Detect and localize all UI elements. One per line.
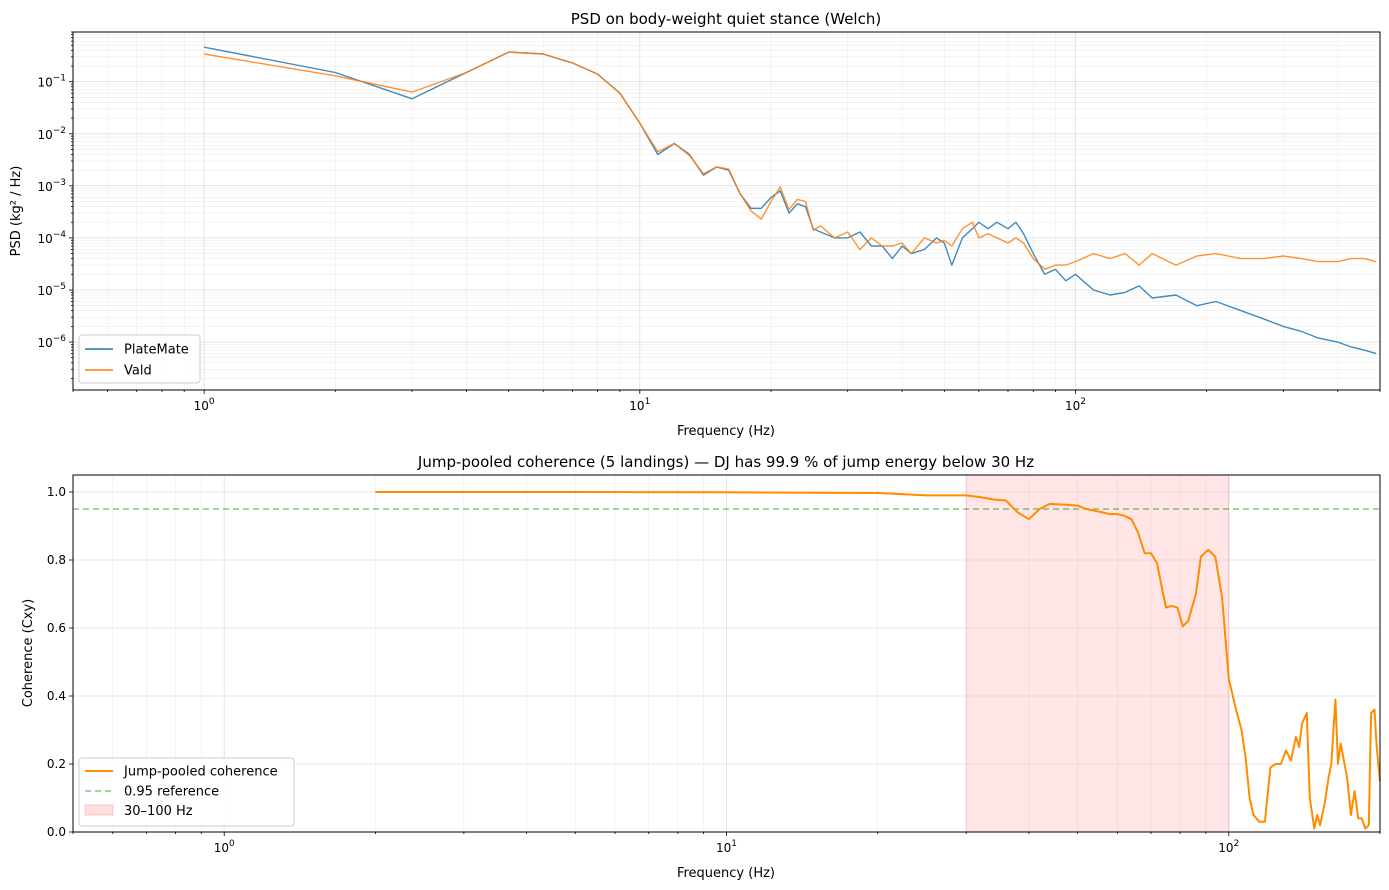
coherence-legend-band-swatch [84,804,114,816]
psd-y-tick-label: 10−6 [37,334,66,350]
coherence-y-tick-label: 0.0 [47,825,66,839]
coherence-legend-series-label: Jump-pooled coherence [123,765,278,780]
coherence-legend-band-label: 30–100 Hz [124,804,193,819]
coherence-series-line [375,491,1381,830]
psd-axes-frame [72,31,1381,391]
coherence-band-rect [966,475,1229,832]
coherence-y-tick-label: 0.8 [47,553,66,567]
psd-series-group [203,46,1377,355]
psd-legend-box [78,334,201,384]
coherence-x-tick-label: 102 [1218,839,1239,855]
psd-x-tick-label: 101 [629,397,650,413]
psd-y-tick-label: 10−1 [37,74,66,90]
coherence-legend-reference-label: 0.95 reference [124,785,219,800]
psd-ticks: 100 101 102 10−6 10−5 10−4 10−3 10−2 10−1 [37,31,1381,413]
psd-y-tick-label: 10−5 [37,282,66,298]
coherence-x-axis-label: Frequency (Hz) [677,866,775,881]
psd-x-axis-label: Frequency (Hz) [677,424,775,439]
coherence-y-tick-label: 0.4 [47,689,66,703]
coherence-panel-title: Jump-pooled coherence (5 landings) — DJ … [417,453,1034,471]
psd-legend-vald-label: Vald [124,364,152,379]
coherence-y-axis-label: Coherence (Cxy) [21,599,36,707]
coherence-ticks: 0.0 0.2 0.4 0.6 0.8 1.0 100 101 102 [47,485,1381,855]
psd-x-tick-label: 102 [1065,397,1086,413]
psd-panel: PSD on body-weight quiet stance (Welch) … [9,10,1381,439]
coherence-legend-box [78,757,295,827]
psd-series-line-vald [203,51,1377,270]
psd-legend-platemate-label: PlateMate [124,343,189,358]
coherence-x-tick-label: 101 [716,839,737,855]
psd-y-tick-label: 10−2 [37,126,66,142]
psd-legend: PlateMate Vald [78,334,201,384]
coherence-panel: Jump-pooled coherence (5 landings) — DJ … [21,453,1381,881]
psd-x-tick-label: 100 [194,397,215,413]
coherence-y-tick-label: 0.6 [47,621,66,635]
coherence-y-tick-label: 0.2 [47,757,66,771]
coherence-y-tick-label: 1.0 [47,485,66,499]
coherence-series-group [375,491,1381,830]
psd-y-axis-label: PSD (kg² / Hz) [9,166,24,257]
coherence-legend: Jump-pooled coherence 0.95 reference 30–… [78,757,295,827]
psd-panel-title: PSD on body-weight quiet stance (Welch) [571,10,881,28]
psd-y-tick-label: 10−4 [37,230,66,246]
psd-grid [72,31,1381,390]
psd-y-tick-label: 10−3 [37,178,66,194]
coherence-shaded-band [965,475,1230,832]
coherence-x-tick-label: 100 [214,839,235,855]
